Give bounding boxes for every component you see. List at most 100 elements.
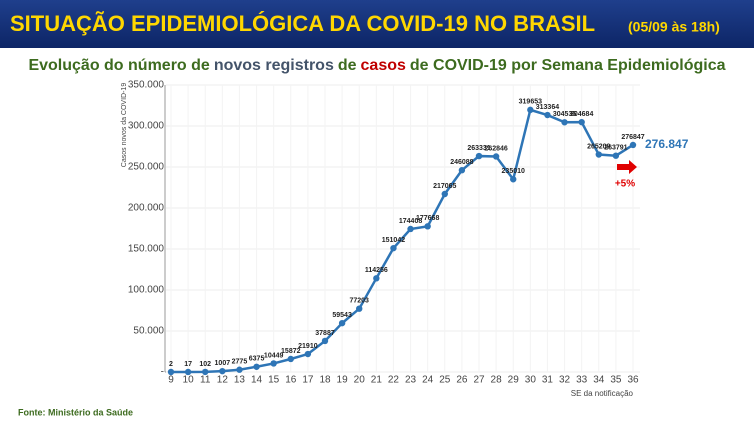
x-tick-label: 32	[559, 375, 571, 386]
value-label: 77203	[349, 298, 369, 305]
point	[304, 350, 312, 358]
x-tick-label: 10	[183, 375, 195, 386]
header-bar	[0, 0, 754, 48]
subtitle-part: de	[338, 57, 357, 74]
value-label: 246088	[450, 159, 473, 166]
value-label: 17	[184, 361, 192, 368]
value-label: 102	[199, 361, 211, 368]
value-label: 15872	[281, 348, 301, 355]
value-label: 59543	[332, 312, 352, 319]
x-tick-label: 34	[593, 375, 605, 386]
x-tick-label: 11	[200, 375, 211, 386]
point	[475, 152, 483, 160]
y-tick-label: 150.000	[128, 244, 165, 255]
y-tick-label: 200.000	[128, 203, 165, 214]
x-tick-label: 14	[251, 375, 263, 386]
point	[270, 360, 277, 367]
y-tick-label: -	[161, 367, 164, 378]
x-tick-label: 21	[371, 375, 383, 386]
series-line	[170, 108, 634, 374]
value-label: 319653	[519, 99, 542, 106]
x-tick-label: 12	[217, 375, 229, 386]
point	[441, 190, 448, 198]
x-tick-label: 35	[610, 375, 622, 386]
value-label: 217065	[433, 183, 456, 190]
x-tick-label: 20	[354, 375, 366, 386]
x-tick-label: 24	[422, 375, 434, 386]
x-axis-label: SE da notificação	[571, 389, 634, 398]
value-label: 2775	[232, 359, 248, 366]
point	[612, 152, 620, 159]
value-label: 6375	[249, 356, 265, 363]
subtitle-part: de COVID-19 por Semana Epidemiológica	[410, 57, 726, 74]
value-label: 10449	[264, 352, 284, 359]
value-label: 151042	[382, 237, 405, 244]
x-tick-label: 19	[337, 375, 349, 386]
y-tick-label: 250.000	[128, 162, 165, 173]
y-axis-label: Casos novos da COVID-19	[121, 83, 128, 168]
x-tick-label: 30	[525, 375, 537, 386]
x-tick-label: 33	[576, 375, 588, 386]
x-tick-label: 31	[542, 375, 554, 386]
point	[236, 366, 243, 373]
value-label: 235010	[502, 168, 525, 175]
x-tick-label: 15	[268, 375, 280, 386]
point	[578, 118, 585, 126]
value-label: 313364	[536, 104, 559, 111]
point	[390, 244, 397, 252]
value-label: 1007	[215, 360, 231, 367]
x-tick-label: 13	[234, 375, 246, 386]
y-tick-label: 350.000	[128, 80, 165, 91]
value-label: 276847	[621, 134, 644, 141]
point	[561, 119, 568, 126]
point	[595, 151, 602, 158]
value-label: 21910	[298, 343, 318, 350]
point	[407, 225, 414, 233]
y-tick-label: 50.000	[133, 326, 164, 337]
x-tick-label: 26	[456, 375, 468, 386]
point	[253, 363, 260, 370]
x-tick-label: 18	[319, 375, 331, 386]
chart-title: SITUAÇÃO EPIDEMIOLÓGICA DA COVID-19 NO B…	[10, 11, 595, 36]
subtitle-part: novos registros	[214, 57, 334, 74]
x-tick-label: 9	[168, 375, 174, 386]
value-label: 174408	[399, 218, 422, 225]
value-label: 263791	[604, 145, 627, 152]
point	[544, 111, 551, 119]
point	[202, 368, 209, 376]
point	[184, 368, 192, 376]
subtitle-part: Evolução do número de	[28, 57, 209, 74]
point	[356, 305, 363, 312]
point	[167, 368, 175, 376]
y-tick-label: 300.000	[128, 121, 165, 132]
x-tick-label: 17	[302, 375, 314, 386]
point	[527, 106, 534, 114]
value-label: 263331	[467, 145, 490, 152]
x-tick-label: 16	[285, 375, 297, 386]
value-label: 114256	[365, 267, 388, 274]
point	[219, 367, 226, 375]
value-label: 262846	[484, 145, 507, 152]
point	[629, 141, 637, 149]
value-label: 2	[169, 361, 173, 368]
x-tick-label: 28	[491, 375, 503, 386]
x-tick-label: 25	[439, 375, 451, 386]
x-tick-label: 29	[508, 375, 520, 386]
subtitle: Evolução do número de novos registros de ca…	[28, 57, 725, 74]
point	[458, 167, 466, 174]
source: Fonte: Ministério da Saúde	[18, 407, 133, 417]
point	[338, 319, 346, 327]
subtitle-part: casos	[361, 57, 406, 74]
point	[373, 275, 380, 282]
highlight-label: 276.847	[645, 137, 689, 151]
value-label: 304684	[570, 111, 593, 118]
value-label: 304535	[553, 111, 576, 118]
point	[492, 153, 500, 160]
y-tick-label: 100.000	[128, 285, 165, 296]
point	[510, 176, 517, 183]
change-label: +5%	[615, 179, 635, 190]
point	[287, 355, 294, 363]
x-tick-label: 23	[405, 375, 417, 386]
value-label: 37887	[315, 330, 335, 337]
